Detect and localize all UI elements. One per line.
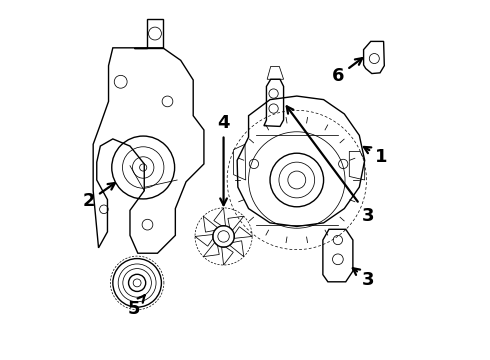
Text: 6: 6 <box>332 58 362 85</box>
Text: 4: 4 <box>218 114 230 205</box>
Text: 3: 3 <box>287 106 374 225</box>
Text: 1: 1 <box>364 147 387 166</box>
Text: 2: 2 <box>82 183 115 211</box>
Text: 5: 5 <box>127 295 145 318</box>
Text: 3: 3 <box>353 268 374 289</box>
